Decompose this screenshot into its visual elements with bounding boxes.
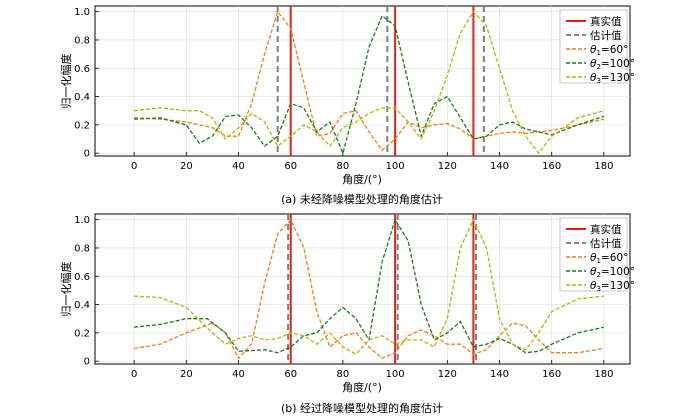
panel-a: 0 0.2 0.4 0.6 0.8 1.0 0 20 40 60 80 100 120 140 160 180… — [59, 5, 635, 206]
x-tick-label: 60 — [284, 161, 297, 172]
axis-ticks: 0 0.2 0.4 0.6 0.8 1.0 0 20 40 60 80 100 120 140 160 180 — [74, 215, 613, 380]
y-tick-label: 0.4 — [74, 92, 90, 103]
y-tick-label: 0.2 — [74, 328, 90, 339]
legend-box — [559, 9, 628, 84]
panel-b: 0 0.2 0.4 0.6 0.8 1.0 0 20 40 60 80 100 120 140 160 180… — [59, 213, 635, 415]
x-tick-label: 0 — [131, 161, 137, 172]
x-tick-label: 160 — [542, 161, 561, 172]
plot-frame — [94, 213, 631, 365]
panel-caption: (b) 经过降噪模型处理的角度估计 — [281, 401, 443, 415]
legend-series-3-label: θ3=130° — [590, 72, 635, 85]
y-tick-label: 0.8 — [74, 35, 90, 46]
legend-true-label: 真实值 — [590, 223, 622, 236]
x-tick-label: 80 — [337, 369, 350, 380]
x-tick-label: 140 — [490, 369, 509, 380]
legend-series-2-label: θ2=100° — [590, 58, 635, 71]
series-curves — [134, 11, 605, 154]
series-1-line — [134, 11, 605, 151]
x-tick-label: 180 — [594, 369, 613, 380]
x-tick-label: 0 — [131, 369, 137, 380]
y-axis-label: 归一化幅度 — [59, 262, 73, 317]
x-tick-label: 160 — [542, 369, 561, 380]
x-tick-label: 120 — [438, 161, 457, 172]
x-tick-label: 20 — [180, 369, 193, 380]
legend-series-2-label: θ2=100° — [590, 266, 635, 279]
y-axis-label: 归一化幅度 — [59, 54, 73, 109]
reference-lines — [287, 214, 478, 364]
series-1-line — [133, 219, 605, 359]
legend-box — [559, 217, 628, 292]
legend-est-label: 估计值 — [590, 29, 622, 42]
gridlines — [95, 214, 630, 364]
x-axis-label: 角度/(°) — [342, 380, 382, 394]
legend: 真实值 估计值 θ1=60° θ2=100° θ3=130° — [559, 217, 635, 293]
x-tick-label: 80 — [337, 161, 350, 172]
y-tick-label: 1.0 — [74, 7, 90, 18]
x-tick-label: 120 — [438, 369, 457, 380]
x-tick-label: 40 — [232, 369, 245, 380]
legend-series-1-label: θ1=60° — [590, 252, 628, 265]
y-tick-label: 0 — [84, 357, 90, 368]
reference-lines — [276, 6, 485, 156]
legend-series-3-label: θ3=130° — [590, 280, 635, 293]
legend-series-1-label: θ1=60° — [590, 44, 628, 57]
y-tick-label: 0.6 — [74, 64, 90, 75]
legend-est-label: 估计值 — [590, 237, 622, 250]
x-tick-label: 60 — [284, 369, 297, 380]
legend-true-label: 真实值 — [590, 15, 622, 28]
series-curves — [133, 219, 605, 359]
x-tick-label: 100 — [386, 161, 405, 172]
x-tick-label: 140 — [490, 161, 509, 172]
plot-frame — [94, 5, 631, 157]
y-tick-label: 0 — [84, 149, 90, 160]
panel-caption: (a) 未经降噪模型处理的角度估计 — [281, 192, 443, 206]
series-3-line — [134, 11, 605, 154]
y-tick-label: 0.4 — [74, 300, 90, 311]
x-tick-label: 20 — [180, 161, 193, 172]
x-axis-label: 角度/(°) — [342, 172, 382, 186]
legend: 真实值 估计值 θ1=60° θ2=100° θ3=130° — [559, 9, 635, 85]
y-tick-label: 0.6 — [74, 272, 90, 283]
x-tick-label: 100 — [386, 369, 405, 380]
series-3-line — [134, 219, 604, 355]
gridlines — [95, 6, 630, 156]
x-tick-label: 40 — [232, 161, 245, 172]
y-tick-label: 0.8 — [74, 243, 90, 254]
y-tick-label: 0.2 — [74, 120, 90, 131]
x-tick-label: 180 — [594, 161, 613, 172]
y-tick-label: 1.0 — [74, 215, 90, 226]
axis-ticks: 0 0.2 0.4 0.6 0.8 1.0 0 20 40 60 80 100 120 140 160 180 — [74, 7, 613, 172]
series-2-line — [134, 15, 605, 154]
